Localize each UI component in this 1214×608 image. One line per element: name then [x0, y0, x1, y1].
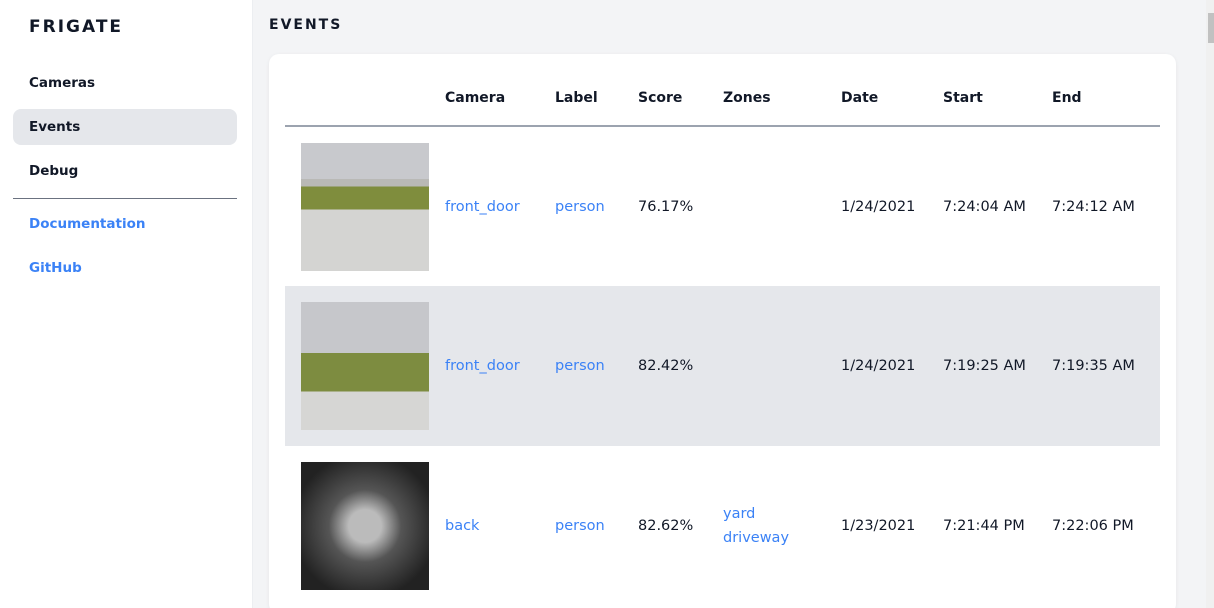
col-thumbnail	[285, 70, 445, 127]
end-cell: 7:19:35 AM	[1052, 286, 1160, 446]
sidebar-item-debug[interactable]: Debug	[29, 163, 79, 179]
date-cell: 1/24/2021	[841, 198, 916, 215]
link-github[interactable]: GitHub	[29, 260, 82, 276]
thumbnail-cell	[285, 126, 445, 286]
score-cell: 82.42%	[638, 286, 723, 446]
zone-link[interactable]: yard	[723, 506, 756, 522]
sidebar-item-cameras[interactable]: Cameras	[29, 75, 96, 91]
zones-cell	[723, 126, 841, 286]
events-card: Camera Label Score Zones Date Start End …	[269, 54, 1176, 608]
label-link[interactable]: person	[555, 198, 605, 215]
col-end: End	[1052, 70, 1160, 127]
page-title: EVENTS	[269, 17, 343, 33]
date-cell: 1/23/2021	[841, 518, 916, 534]
zone-link[interactable]: driveway	[723, 530, 790, 546]
scrollbar-thumb[interactable]	[1208, 13, 1214, 43]
label-cell: person	[555, 286, 638, 446]
camera-link[interactable]: front_door	[445, 358, 520, 374]
sidebar-divider	[13, 198, 237, 199]
end-cell: 7:24:12 AM	[1052, 198, 1135, 215]
logo: FRIGATE	[29, 17, 124, 37]
link-documentation[interactable]: Documentation	[29, 216, 146, 232]
end-cell: 7:22:06 PM	[1052, 518, 1134, 534]
event-thumbnail[interactable]	[301, 462, 429, 590]
score-cell: 76.17%	[638, 198, 694, 215]
zones-cell: yard driveway	[723, 446, 841, 606]
date-cell: 1/24/2021	[841, 286, 943, 446]
table-row[interactable]: front_door person 76.17% 1/24/2021 7:24:04 A…	[285, 126, 1160, 286]
camera-cell: front_door	[445, 286, 555, 446]
label-link[interactable]: person	[555, 358, 605, 374]
sidebar-item-events[interactable]: Events	[13, 109, 237, 145]
thumbnail-cell	[285, 446, 445, 606]
table-header: Camera Label Score Zones Date Start End	[285, 70, 1160, 127]
zones-cell	[723, 286, 841, 446]
thumbnail-cell	[285, 286, 445, 446]
start-cell: 7:24:04 AM	[943, 198, 1026, 215]
camera-link[interactable]: back	[445, 518, 480, 534]
start-cell: 7:19:25 AM	[943, 286, 1052, 446]
table-row[interactable]: back person 82.62% yard driveway 1/23/2021 7:2…	[285, 446, 1160, 606]
label-link[interactable]: person	[555, 518, 605, 534]
col-zones: Zones	[723, 70, 841, 127]
event-thumbnail[interactable]	[301, 302, 429, 430]
start-cell: 7:21:44 PM	[943, 518, 1025, 534]
events-table: Camera Label Score Zones Date Start End …	[285, 70, 1160, 606]
col-camera: Camera	[445, 70, 555, 127]
scrollbar[interactable]	[1206, 0, 1214, 608]
label-cell: person	[555, 126, 638, 286]
camera-link[interactable]: front_door	[445, 198, 520, 215]
label-cell: person	[555, 446, 638, 606]
table-row[interactable]: front_door person 82.42% 1/24/2021 7:19:25 A…	[285, 286, 1160, 446]
score-cell: 82.62%	[638, 518, 694, 534]
col-score: Score	[638, 70, 723, 127]
col-start: Start	[943, 70, 1052, 127]
event-thumbnail[interactable]	[301, 142, 429, 271]
col-date: Date	[841, 70, 943, 127]
col-label: Label	[555, 70, 638, 127]
camera-cell: front_door	[445, 126, 555, 286]
camera-cell: back	[445, 446, 555, 606]
sidebar: FRIGATE Cameras Events Debug Documentati…	[0, 0, 253, 608]
